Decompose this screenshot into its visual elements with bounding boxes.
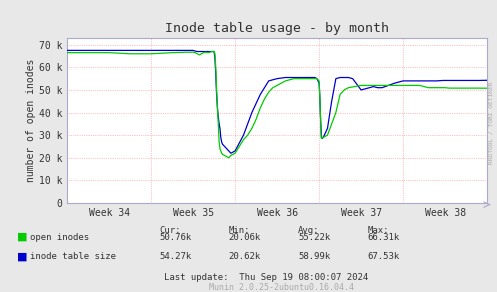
Title: Inode table usage - by month: Inode table usage - by month — [165, 22, 389, 35]
Text: Last update:  Thu Sep 19 08:00:07 2024: Last update: Thu Sep 19 08:00:07 2024 — [164, 274, 368, 282]
Text: 58.99k: 58.99k — [298, 253, 331, 261]
Text: 67.53k: 67.53k — [368, 253, 400, 261]
Text: RRDTOOL / TOBI OETIKER: RRDTOOL / TOBI OETIKER — [489, 81, 494, 164]
Text: 55.22k: 55.22k — [298, 233, 331, 241]
Y-axis label: number of open inodes: number of open inodes — [26, 59, 36, 182]
Text: 20.62k: 20.62k — [229, 253, 261, 261]
Text: 50.76k: 50.76k — [159, 233, 191, 241]
Text: Min:: Min: — [229, 226, 250, 235]
Text: Max:: Max: — [368, 226, 389, 235]
Text: Avg:: Avg: — [298, 226, 320, 235]
Text: open inodes: open inodes — [30, 233, 89, 241]
Text: Munin 2.0.25-2ubuntu0.16.04.4: Munin 2.0.25-2ubuntu0.16.04.4 — [209, 283, 354, 292]
Text: ■: ■ — [17, 232, 28, 242]
Text: 20.06k: 20.06k — [229, 233, 261, 241]
Text: ■: ■ — [17, 252, 28, 262]
Text: inode table size: inode table size — [30, 253, 116, 261]
Text: 66.31k: 66.31k — [368, 233, 400, 241]
Text: 54.27k: 54.27k — [159, 253, 191, 261]
Text: Cur:: Cur: — [159, 226, 180, 235]
